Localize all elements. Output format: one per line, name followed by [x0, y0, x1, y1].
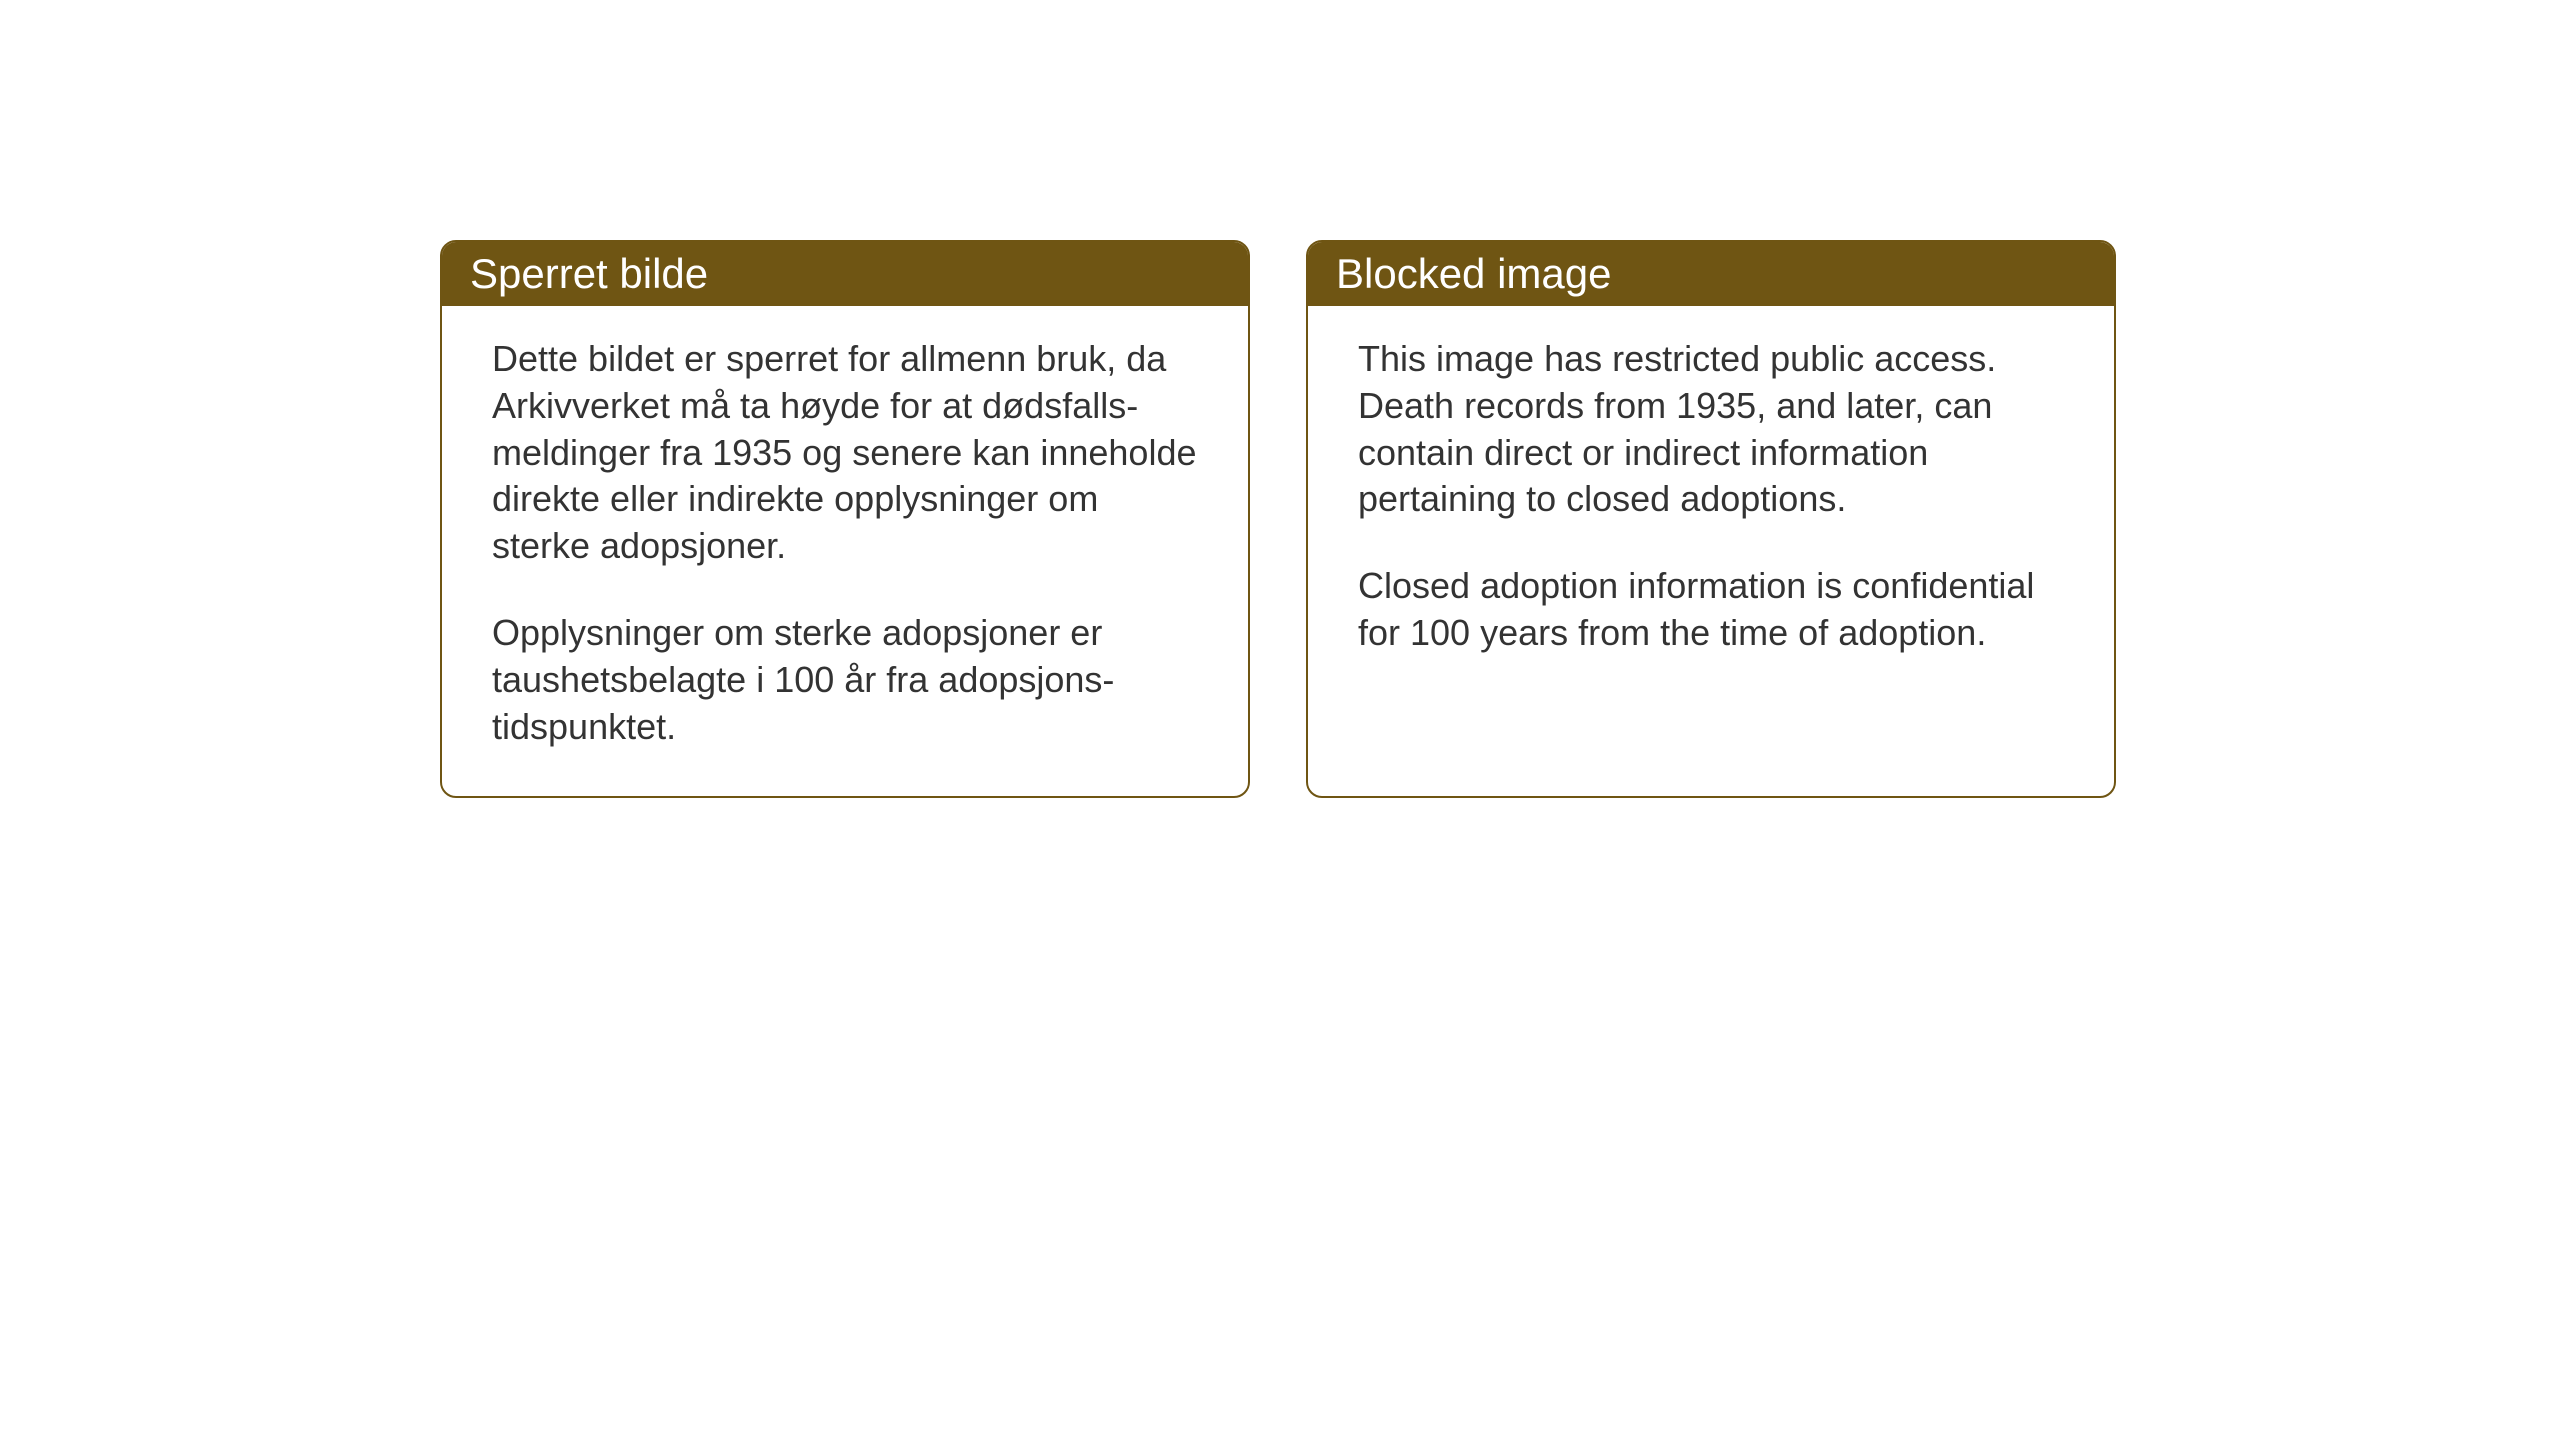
card-header-english: Blocked image: [1308, 242, 2114, 306]
notice-card-english: Blocked image This image has restricted …: [1306, 240, 2116, 798]
card-paragraph1-english: This image has restricted public access.…: [1358, 336, 2064, 523]
card-header-norwegian: Sperret bilde: [442, 242, 1248, 306]
card-body-english: This image has restricted public access.…: [1308, 306, 2114, 703]
card-paragraph1-norwegian: Dette bildet er sperret for allmenn bruk…: [492, 336, 1198, 570]
card-paragraph2-norwegian: Opplysninger om sterke adopsjoner er tau…: [492, 610, 1198, 750]
notice-card-norwegian: Sperret bilde Dette bildet er sperret fo…: [440, 240, 1250, 798]
notice-container: Sperret bilde Dette bildet er sperret fo…: [440, 240, 2116, 798]
card-paragraph2-english: Closed adoption information is confident…: [1358, 563, 2064, 657]
card-title-english: Blocked image: [1336, 250, 1611, 297]
card-title-norwegian: Sperret bilde: [470, 250, 708, 297]
card-body-norwegian: Dette bildet er sperret for allmenn bruk…: [442, 306, 1248, 796]
